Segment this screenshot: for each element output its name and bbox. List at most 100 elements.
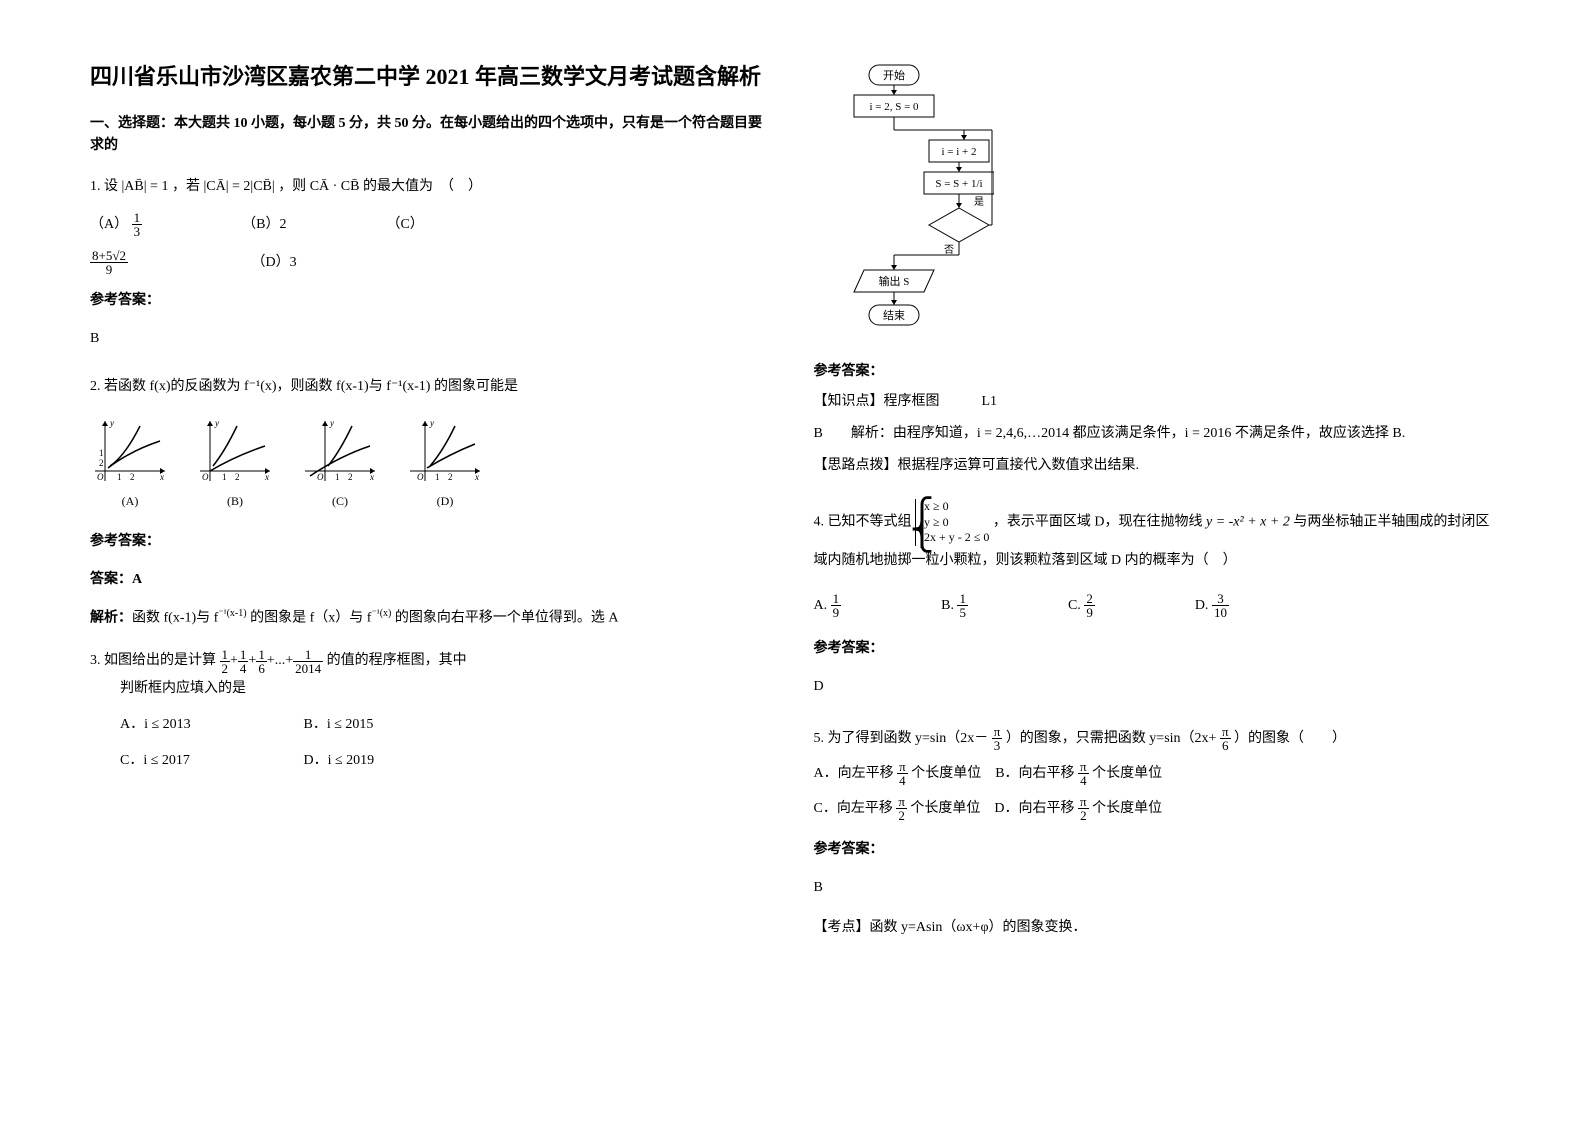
svg-text:y: y — [429, 418, 434, 428]
svg-text:O: O — [317, 472, 324, 482]
right-column: 开始 i = 2, S = 0 i = i + 2 S = S + 1/i — [794, 60, 1518, 1062]
q3-answer: B 解析：由程序知道，i = 2,4,6,…2014 都应该满足条件，i = 2… — [814, 422, 1498, 442]
q4-A-num: 1 — [831, 592, 842, 606]
svg-text:x: x — [264, 472, 269, 482]
q3-optD: D．i ≤ 2019 — [304, 753, 375, 768]
q4-optB: B. 15 — [941, 592, 968, 620]
q5-text: 5. 为了得到函数 y=sin（2x－ π3 ）的图象，只需把函数 y=sin（… — [814, 721, 1498, 756]
q3-text: 3. 如图给出的是计算 12+14+16+...+12014 的值的程序框图，其… — [90, 647, 774, 675]
q1-vector1: |AB̄| = 1 — [122, 179, 169, 194]
q3-thinking: 【思路点拨】根据程序运算可直接代入数值求出结果. — [814, 454, 1498, 474]
svg-text:x: x — [369, 472, 374, 482]
q5-D-prefix: D．向右平移 — [994, 801, 1074, 816]
q4-options: A. 19 B. 15 C. 29 D. 310 — [814, 592, 1498, 620]
q3-optC: C．i ≤ 2017 — [120, 747, 300, 775]
q5-d3: 3 — [992, 739, 1003, 752]
q5-end: ）的图象（ ） — [1234, 731, 1346, 746]
q2-answer: 答案：A — [90, 566, 774, 594]
q5-C-prefix: C．向左平移 — [814, 801, 893, 816]
flowchart: 开始 i = 2, S = 0 i = i + 2 S = S + 1/i — [814, 60, 1498, 345]
q1-mid2: ，则 — [278, 179, 306, 194]
q4-A-den: 9 — [831, 606, 842, 619]
q1-fracA: 1 3 — [132, 211, 143, 238]
q4-B-num: 1 — [957, 592, 968, 606]
q1-prefix: 1. 设 — [90, 179, 118, 194]
q2-answer-label: 参考答案： — [90, 528, 774, 556]
q4-text: 4. 已知不等式组 ⎧ ⎨ ⎩ x ≥ 0 y ≥ 0 2x + y - 2 ≤… — [814, 499, 1498, 577]
q2-analysis-label: 解析： — [90, 610, 132, 625]
graph-B-svg: 1 2 O x y — [195, 416, 275, 486]
q4-optC-label: C. — [1068, 598, 1081, 613]
q2-analysis: 解析：函数 f(x-1)与 f⁻¹(x-1) 的图象是 f（x）与 f⁻¹(x)… — [90, 604, 774, 633]
q2-graphD: 1 2 O x y (D) — [405, 416, 485, 513]
q3-opts-row2: C．i ≤ 2017 D．i ≤ 2019 — [90, 747, 774, 775]
q5-keypoint: 【考点】函数 y=Asin（ωx+φ）的图象变换． — [814, 914, 1498, 942]
svg-text:2: 2 — [99, 458, 104, 468]
graph-D-svg: 1 2 O x y — [405, 416, 485, 486]
q1-end: 的最大值为 （ ） — [363, 179, 482, 194]
svg-text:O: O — [417, 472, 424, 482]
svg-text:1: 1 — [435, 472, 440, 482]
q5-answer-label: 参考答案： — [814, 836, 1498, 864]
q5-A-d: 4 — [897, 774, 908, 787]
q2-labelB: (B) — [195, 489, 275, 513]
q1-fracA-den: 3 — [132, 225, 143, 238]
fc-step1: i = i + 2 — [941, 146, 976, 158]
q4-optC: C. 29 — [1068, 592, 1095, 620]
fc-init: i = 2, S = 0 — [869, 101, 919, 113]
fc-end: 结束 — [883, 309, 905, 322]
section-header: 一、选择题：本大题共 10 小题，每小题 5 分，共 50 分。在每小题给出的四… — [90, 113, 774, 158]
q5-C-pi: π — [896, 795, 907, 809]
q1-fracC-num: 8+5√2 — [90, 249, 128, 263]
q1-options-row2: 8+5√2 9 （D）3 — [90, 249, 774, 277]
q1-options-row1: （A） 1 3 （B）2 （C） — [90, 211, 774, 239]
svg-text:1: 1 — [99, 448, 104, 458]
q5-prefix: 5. 为了得到函数 y=sin（2x－ — [814, 731, 989, 746]
q5-answer: B — [814, 874, 1498, 902]
svg-text:y: y — [214, 418, 219, 428]
question-1: 1. 设 |AB̄| = 1 ，若 |CĀ| = 2|CB̄| ，则 CĀ … — [90, 173, 774, 353]
q3-series-frac1: 12 — [220, 648, 231, 675]
q3-knowledge: 【知识点】程序框图 L1 — [814, 390, 1498, 410]
question-4: 4. 已知不等式组 ⎧ ⎨ ⎩ x ≥ 0 y ≥ 0 2x + y - 2 ≤… — [814, 499, 1498, 701]
fc-start: 开始 — [883, 68, 905, 82]
q4-answer-label: 参考答案： — [814, 635, 1498, 663]
q5-B-d: 4 — [1078, 774, 1089, 787]
flowchart-svg: 开始 i = 2, S = 0 i = i + 2 S = S + 1/i — [814, 60, 994, 340]
q3-optB: B．i ≤ 2015 — [304, 717, 374, 732]
q3-series-frac4: 12014 — [293, 648, 323, 675]
q2-graphC: 1 2 O x y (C) — [300, 416, 380, 513]
graph-C-svg: 1 2 O x y — [300, 416, 380, 486]
svg-text:2: 2 — [448, 472, 453, 482]
q3-series-frac2: 14 — [238, 648, 249, 675]
q5-D-d: 2 — [1078, 809, 1089, 822]
q4-optA: A. 19 — [814, 592, 842, 620]
q5-D-suffix: 个长度单位 — [1092, 801, 1162, 816]
fc-yes: 是 — [974, 196, 984, 208]
question-2: 2. 若函数 f(x)的反函数为 f⁻¹(x)，则函数 f(x-1)与 f⁻¹(… — [90, 373, 774, 633]
q3-suffix: 的值的程序框图，其中 — [327, 653, 467, 668]
q4-parabola: y = -x² + x + 2 — [1206, 515, 1290, 530]
q1-text: 1. 设 |AB̄| = 1 ，若 |CĀ| = 2|CB̄| ，则 CĀ … — [90, 179, 482, 194]
svg-text:1: 1 — [335, 472, 340, 482]
q2-labelA: (A) — [90, 489, 170, 513]
q1-optB: （B）2 — [242, 211, 286, 239]
q2-graphA: 2 1 1 2 O x y (A) — [90, 416, 170, 513]
q4-B-den: 5 — [957, 606, 968, 619]
svg-text:2: 2 — [235, 472, 240, 482]
fc-output: 输出 S — [878, 274, 909, 288]
q4-D-num: 3 — [1212, 592, 1229, 606]
q4-C-num: 2 — [1084, 592, 1095, 606]
q2-graphs: 2 1 1 2 O x y (A) 1 — [90, 416, 774, 513]
q2-labelC: (C) — [300, 489, 380, 513]
q1-vector3: CĀ · CB̄ — [310, 179, 360, 194]
q2-text: 2. 若函数 f(x)的反函数为 f⁻¹(x)，则函数 f(x-1)与 f⁻¹(… — [90, 373, 774, 401]
q3-optA: A．i ≤ 2013 — [120, 711, 300, 739]
q3-series-frac3: 16 — [256, 648, 267, 675]
q1-answer-label: 参考答案： — [90, 287, 774, 315]
svg-text:O: O — [202, 472, 209, 482]
question-3: 3. 如图给出的是计算 12+14+16+...+12014 的值的程序框图，其… — [90, 647, 774, 775]
q4-answer: D — [814, 673, 1498, 701]
q4-optB-label: B. — [941, 598, 954, 613]
svg-text:1: 1 — [117, 472, 122, 482]
